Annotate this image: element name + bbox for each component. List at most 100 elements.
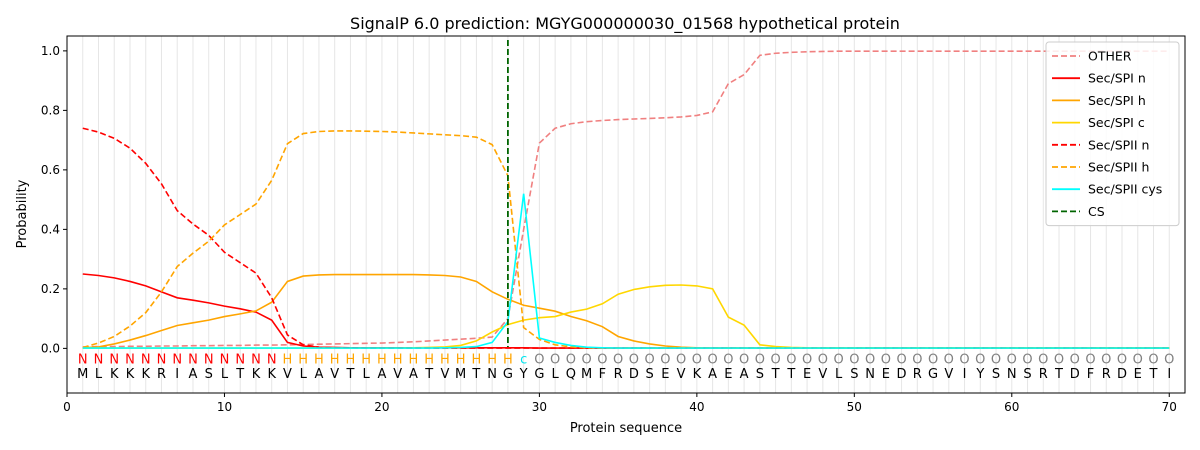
- residue-label: F: [599, 367, 606, 382]
- region-label: H: [472, 352, 482, 367]
- region-label: O: [991, 352, 1001, 367]
- region-label: O: [1007, 352, 1017, 367]
- residue-label: V: [440, 367, 449, 382]
- region-label: N: [78, 352, 88, 367]
- residue-label: T: [1054, 367, 1063, 382]
- region-label: O: [1038, 352, 1048, 367]
- x-axis-label: Protein sequence: [570, 421, 682, 436]
- x-tick-label: 10: [217, 400, 232, 414]
- y-axis-label: Probability: [15, 179, 30, 248]
- region-label: O: [802, 352, 812, 367]
- region-label: H: [377, 352, 387, 367]
- series-line-sec-spii-cys: [82, 193, 1170, 349]
- residue-label: L: [363, 367, 371, 382]
- residue-label: V: [818, 367, 827, 382]
- residue-label: D: [1117, 367, 1127, 382]
- region-label: O: [1070, 352, 1080, 367]
- residue-label: N: [865, 367, 875, 382]
- region-label: O: [613, 352, 623, 367]
- residue-label: M: [455, 367, 466, 382]
- y-tick-label: 0.6: [41, 163, 60, 177]
- residue-label: A: [314, 367, 323, 382]
- region-label: O: [786, 352, 796, 367]
- residue-label: E: [661, 367, 669, 382]
- region-label: N: [172, 352, 182, 367]
- region-label: O: [1054, 352, 1064, 367]
- residue-label: M: [77, 367, 88, 382]
- region-label: H: [440, 352, 450, 367]
- region-label: O: [928, 352, 938, 367]
- region-label: O: [975, 352, 985, 367]
- residue-label: R: [913, 367, 922, 382]
- residue-label: T: [424, 367, 433, 382]
- residue-label: N: [487, 367, 497, 382]
- residue-label: L: [95, 367, 103, 382]
- residue-label: D: [897, 367, 907, 382]
- region-label: O: [912, 352, 922, 367]
- legend-label: Sec/SPI c: [1088, 115, 1145, 130]
- region-label: N: [94, 352, 104, 367]
- legend-label: Sec/SPII n: [1088, 137, 1149, 152]
- residue-label: T: [471, 367, 480, 382]
- residue-label: E: [1134, 367, 1142, 382]
- residue-label: S: [1023, 367, 1031, 382]
- residue-label: D: [629, 367, 639, 382]
- region-label: O: [881, 352, 891, 367]
- y-tick-label: 0.0: [41, 341, 60, 355]
- residue-label: E: [724, 367, 732, 382]
- residue-label: E: [803, 367, 811, 382]
- region-label: N: [109, 352, 119, 367]
- residue-label: A: [377, 367, 386, 382]
- y-tick-label: 1.0: [41, 44, 60, 58]
- region-label: H: [487, 352, 497, 367]
- chart-title: SignalP 6.0 prediction: MGYG000000030_01…: [350, 14, 900, 34]
- axes: 0 10 20 30 40 50 60 70 0.0 0.2 0.4 0.6 0.8 1.0: [41, 44, 1177, 414]
- region-label: O: [534, 352, 544, 367]
- legend-label: Sec/SPI n: [1088, 71, 1146, 86]
- residue-label: A: [189, 367, 198, 382]
- residue-label: T: [786, 367, 795, 382]
- residue-label: K: [252, 367, 261, 382]
- region-label: O: [1085, 352, 1095, 367]
- region-label: O: [849, 352, 859, 367]
- residue-label: K: [110, 367, 119, 382]
- plot-frame: [66, 35, 1186, 394]
- region-label: O: [1148, 352, 1158, 367]
- region-label: O: [865, 352, 875, 367]
- legend-label: Sec/SPII h: [1088, 160, 1149, 175]
- region-label: N: [125, 352, 135, 367]
- region-label: N: [141, 352, 151, 367]
- residue-label: Q: [566, 367, 576, 382]
- residue-label: K: [693, 367, 702, 382]
- residue-label: T: [235, 367, 244, 382]
- series-line-sec-spi-n: [82, 273, 1170, 349]
- region-label: H: [346, 352, 356, 367]
- residue-label: R: [1039, 367, 1048, 382]
- sequence-layer: NMNLNKNKNKNRNINANSNLNTNKNKHVHLHAHVHTHLHA…: [77, 352, 1174, 382]
- legend-label: Sec/SPII cys: [1088, 182, 1162, 197]
- residue-label: V: [944, 367, 953, 382]
- x-tick-label: 60: [1004, 400, 1019, 414]
- region-label: N: [157, 352, 167, 367]
- residue-label: S: [205, 367, 213, 382]
- x-tick-label: 0: [63, 400, 71, 414]
- x-tick-label: 30: [532, 400, 547, 414]
- residue-label: G: [928, 367, 938, 382]
- series-line-sec-spii-h: [82, 130, 1170, 349]
- region-label: H: [298, 352, 308, 367]
- region-label: c: [520, 352, 527, 367]
- region-label: H: [424, 352, 434, 367]
- y-tick-label: 0.4: [41, 222, 60, 236]
- residue-label: Y: [975, 367, 984, 382]
- region-label: H: [361, 352, 371, 367]
- residue-label: G: [503, 367, 513, 382]
- residue-label: V: [677, 367, 686, 382]
- legend-label: Sec/SPI h: [1088, 93, 1146, 108]
- residue-label: I: [175, 367, 179, 382]
- region-label: H: [283, 352, 293, 367]
- region-label: O: [1133, 352, 1143, 367]
- region-label: N: [251, 352, 261, 367]
- residue-label: K: [141, 367, 150, 382]
- residue-label: R: [1102, 367, 1111, 382]
- region-label: N: [188, 352, 198, 367]
